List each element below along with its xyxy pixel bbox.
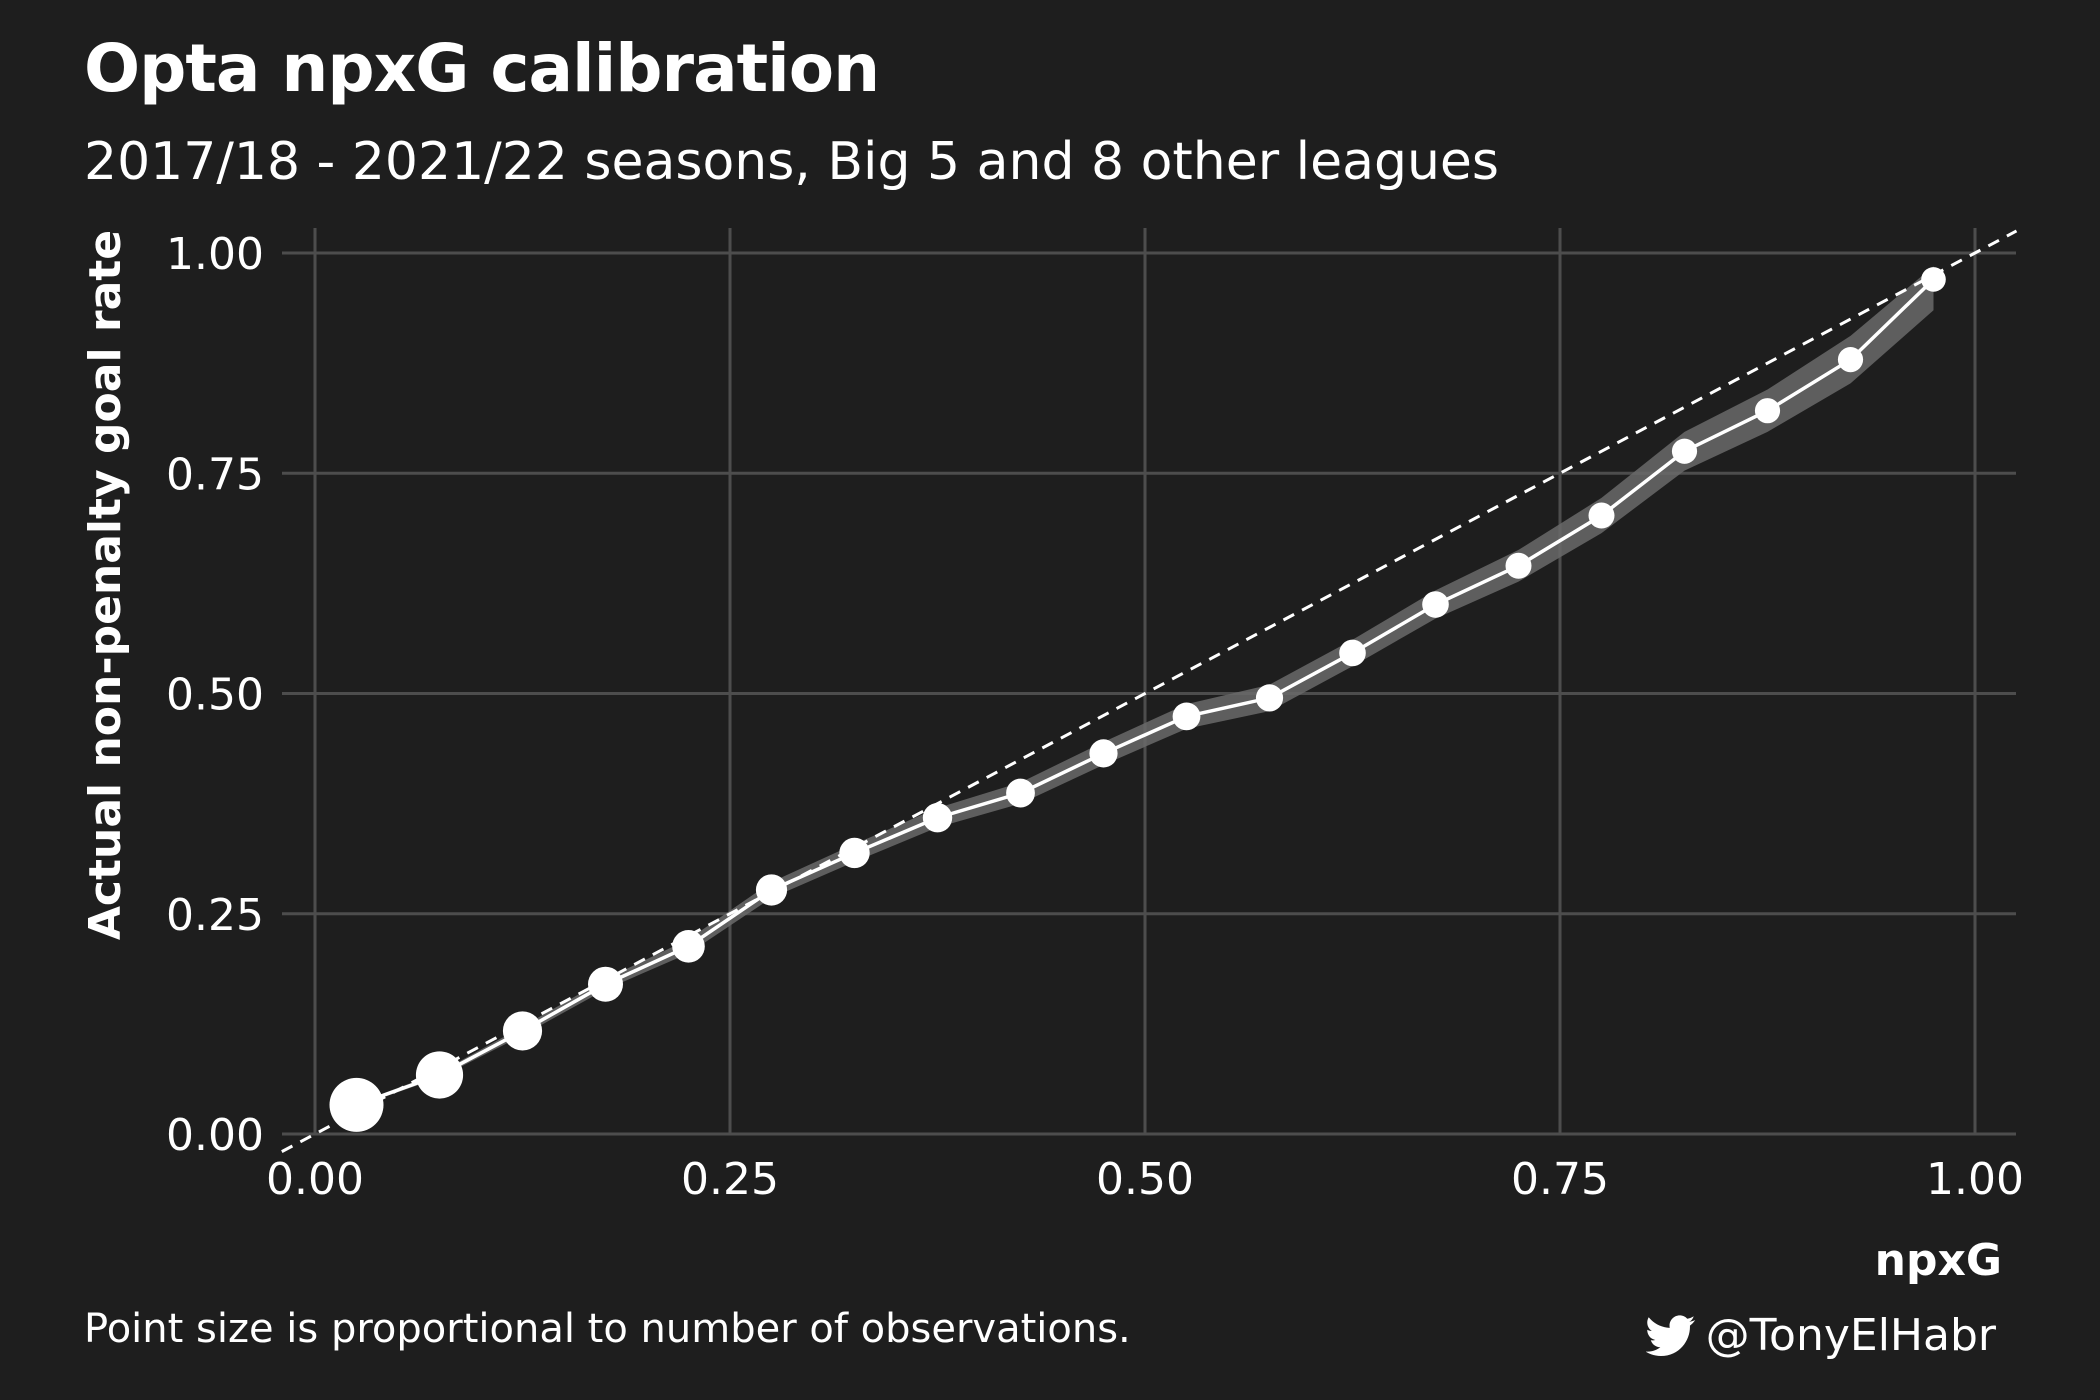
reference-line [281, 229, 2018, 1153]
data-point [588, 966, 623, 1002]
y-tick-label: 1.00 [166, 229, 264, 280]
y-tick-label: 0.25 [166, 890, 264, 941]
data-point [1837, 347, 1864, 373]
data-point [1422, 591, 1449, 618]
data-point [1172, 702, 1201, 731]
data-point [755, 874, 788, 906]
data-point [1671, 438, 1698, 464]
data-point [329, 1077, 384, 1132]
ci-band [356, 266, 1934, 1107]
x-tick-label: 0.50 [1096, 1154, 1194, 1205]
data-point [415, 1051, 464, 1099]
chart-title: Opta npxG calibration [84, 30, 880, 107]
data-point [1339, 639, 1366, 667]
data-point [672, 930, 705, 963]
credit-handle[interactable]: @TonyElHabr [1705, 1310, 1996, 1361]
calibration-points [329, 267, 1946, 1132]
reference-diagonal [281, 229, 2018, 1153]
confidence-ribbon [356, 266, 1934, 1107]
chart-subtitle: 2017/18 - 2021/22 seasons, Big 5 and 8 o… [84, 132, 1500, 192]
data-point [1006, 778, 1035, 808]
data-point [1754, 398, 1781, 424]
data-point [1505, 552, 1532, 579]
data-point [1089, 739, 1118, 768]
grid-lines [282, 228, 2016, 1136]
x-tick-label: 0.25 [681, 1154, 779, 1205]
author-credit[interactable]: @TonyElHabr [1645, 1310, 1996, 1361]
x-tick-label: 0.00 [266, 1154, 364, 1205]
y-axis-title: Actual non-penalty goal rate [80, 230, 131, 940]
data-point [1588, 502, 1615, 529]
y-tick-label: 0.75 [166, 449, 264, 500]
data-point [839, 837, 870, 869]
x-axis-title: npxG [1875, 1235, 2002, 1286]
data-point [1255, 684, 1284, 712]
x-tick-label: 0.75 [1511, 1154, 1609, 1205]
data-point [1921, 267, 1946, 292]
x-tick-label: 1.00 [1926, 1154, 2024, 1205]
y-tick-label: 0.00 [166, 1110, 264, 1161]
axis-tick-labels: 0.000.00 0.25 0.25 0.50 0.50 0.75 0.75 1.00 1.00 [166, 229, 2024, 1205]
twitter-bird-icon [1645, 1314, 1695, 1356]
caption-note: Point size is proportional to number of … [84, 1306, 1131, 1352]
y-tick-label: 0.50 [166, 670, 264, 721]
data-point [502, 1011, 543, 1051]
data-point [922, 803, 953, 833]
